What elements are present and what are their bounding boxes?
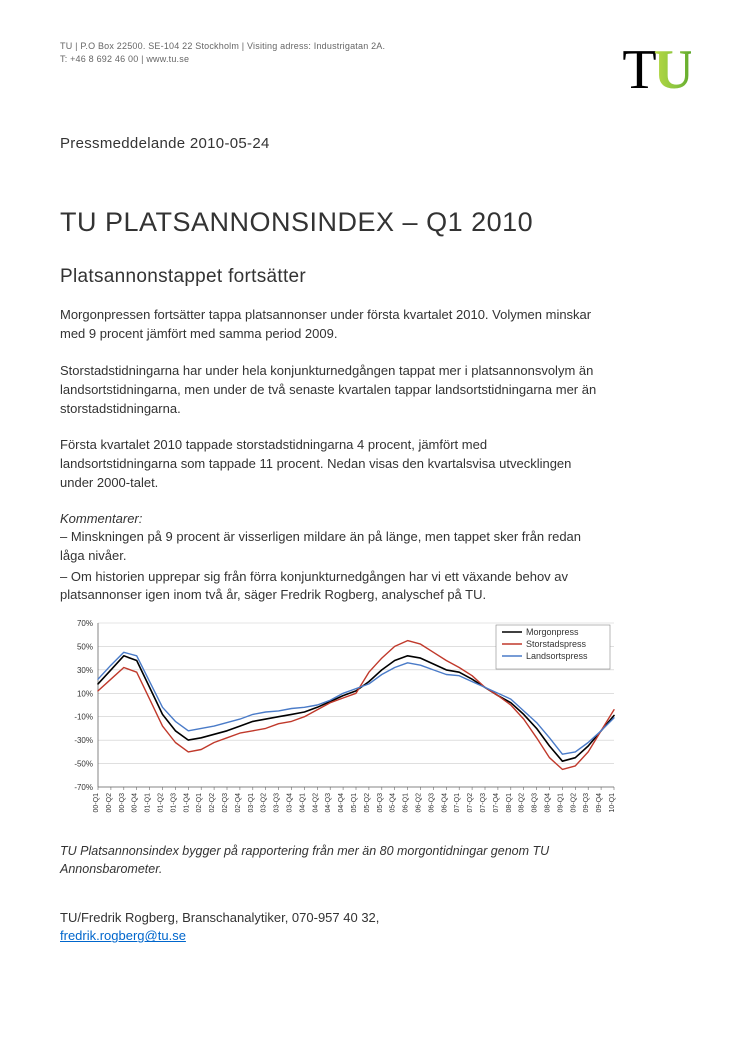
line-chart: -70% -50% -30% -10% 10% 30% 50% 70% 00-Q1 00-Q2 00… xyxy=(60,615,620,830)
svg-text:07-Q3: 07-Q3 xyxy=(480,793,487,813)
svg-text:-30%: -30% xyxy=(74,736,93,745)
svg-text:-50%: -50% xyxy=(74,760,93,769)
paragraph-3: Första kvartalet 2010 tappade storstadst… xyxy=(60,436,600,493)
svg-text:07-Q2: 07-Q2 xyxy=(467,793,474,813)
page-title: TU PLATSANNONSINDEX – Q1 2010 xyxy=(60,207,686,238)
paragraph-2: Storstadstidningarna har under hela konj… xyxy=(60,362,600,419)
svg-text:04-Q1: 04-Q1 xyxy=(299,793,306,813)
svg-text:70%: 70% xyxy=(77,619,93,628)
svg-text:02-Q3: 02-Q3 xyxy=(222,793,229,813)
svg-text:Landsortspress: Landsortspress xyxy=(526,651,588,661)
svg-text:03-Q1: 03-Q1 xyxy=(248,793,255,813)
contact-email-link[interactable]: fredrik.rogberg@tu.se xyxy=(60,928,186,943)
svg-text:-10%: -10% xyxy=(74,713,93,722)
svg-text:00-Q3: 00-Q3 xyxy=(119,793,126,813)
svg-text:09-Q4: 09-Q4 xyxy=(596,793,603,813)
svg-text:08-Q4: 08-Q4 xyxy=(545,793,552,813)
comments-heading: Kommentarer: xyxy=(60,511,686,526)
letterhead-line2: T: +46 8 692 46 00 | www.tu.se xyxy=(60,53,686,66)
logo-t: T xyxy=(622,39,653,101)
svg-text:05-Q3: 05-Q3 xyxy=(377,793,384,813)
svg-text:02-Q2: 02-Q2 xyxy=(209,793,216,813)
svg-text:00-Q4: 00-Q4 xyxy=(132,793,139,813)
comment-2: – Om historien upprepar sig från förra k… xyxy=(60,568,600,606)
svg-text:01-Q3: 01-Q3 xyxy=(170,793,177,813)
paragraph-1: Morgonpressen fortsätter tappa platsanno… xyxy=(60,306,600,344)
svg-text:08-Q2: 08-Q2 xyxy=(519,793,526,813)
svg-text:10-Q1: 10-Q1 xyxy=(609,793,616,813)
svg-text:01-Q2: 01-Q2 xyxy=(158,793,165,813)
logo-u: U xyxy=(654,39,691,101)
svg-text:09-Q1: 09-Q1 xyxy=(557,793,564,813)
svg-text:05-Q2: 05-Q2 xyxy=(364,793,371,813)
svg-text:-70%: -70% xyxy=(74,783,93,792)
press-release-date: Pressmeddelande 2010-05-24 xyxy=(60,135,686,152)
svg-text:03-Q2: 03-Q2 xyxy=(261,793,268,813)
page-subtitle: Platsannonstappet fortsätter xyxy=(60,266,686,288)
svg-text:05-Q4: 05-Q4 xyxy=(390,793,397,813)
svg-text:01-Q4: 01-Q4 xyxy=(183,793,190,813)
svg-text:08-Q1: 08-Q1 xyxy=(506,793,513,813)
svg-text:01-Q1: 01-Q1 xyxy=(145,793,152,813)
svg-text:08-Q3: 08-Q3 xyxy=(532,793,539,813)
svg-text:04-Q4: 04-Q4 xyxy=(338,793,345,813)
letterhead: TU | P.O Box 22500. SE-104 22 Stockholm … xyxy=(60,40,686,65)
svg-text:09-Q2: 09-Q2 xyxy=(570,793,577,813)
svg-text:04-Q3: 04-Q3 xyxy=(325,793,332,813)
svg-text:00-Q2: 00-Q2 xyxy=(106,793,113,813)
svg-text:02-Q4: 02-Q4 xyxy=(235,793,242,813)
svg-text:30%: 30% xyxy=(77,666,93,675)
svg-text:03-Q4: 03-Q4 xyxy=(287,793,294,813)
svg-text:06-Q3: 06-Q3 xyxy=(428,793,435,813)
svg-text:07-Q4: 07-Q4 xyxy=(493,793,500,813)
letterhead-line1: TU | P.O Box 22500. SE-104 22 Stockholm … xyxy=(60,40,686,53)
svg-text:Storstadspress: Storstadspress xyxy=(526,639,587,649)
svg-text:09-Q3: 09-Q3 xyxy=(583,793,590,813)
tu-logo: TU xyxy=(622,38,691,102)
svg-text:05-Q1: 05-Q1 xyxy=(351,793,358,813)
contact-name: TU/Fredrik Rogberg, Branschanalytiker, 0… xyxy=(60,910,379,925)
svg-text:Morgonpress: Morgonpress xyxy=(526,627,579,637)
svg-text:06-Q2: 06-Q2 xyxy=(416,793,423,813)
svg-text:02-Q1: 02-Q1 xyxy=(196,793,203,813)
chart-footnote: TU Platsannonsindex bygger på rapporteri… xyxy=(60,842,600,878)
svg-text:04-Q2: 04-Q2 xyxy=(312,793,319,813)
comment-1: – Minskningen på 9 procent är visserlige… xyxy=(60,528,600,566)
svg-text:00-Q1: 00-Q1 xyxy=(93,793,100,813)
svg-text:07-Q1: 07-Q1 xyxy=(454,793,461,813)
contact-block: TU/Fredrik Rogberg, Branschanalytiker, 0… xyxy=(60,909,686,947)
svg-text:50%: 50% xyxy=(77,643,93,652)
svg-text:10%: 10% xyxy=(77,690,93,699)
svg-text:06-Q4: 06-Q4 xyxy=(441,793,448,813)
chart-svg: -70% -50% -30% -10% 10% 30% 50% 70% 00-Q1 00-Q2 00… xyxy=(60,615,620,825)
svg-text:06-Q1: 06-Q1 xyxy=(403,793,410,813)
svg-text:03-Q3: 03-Q3 xyxy=(274,793,281,813)
